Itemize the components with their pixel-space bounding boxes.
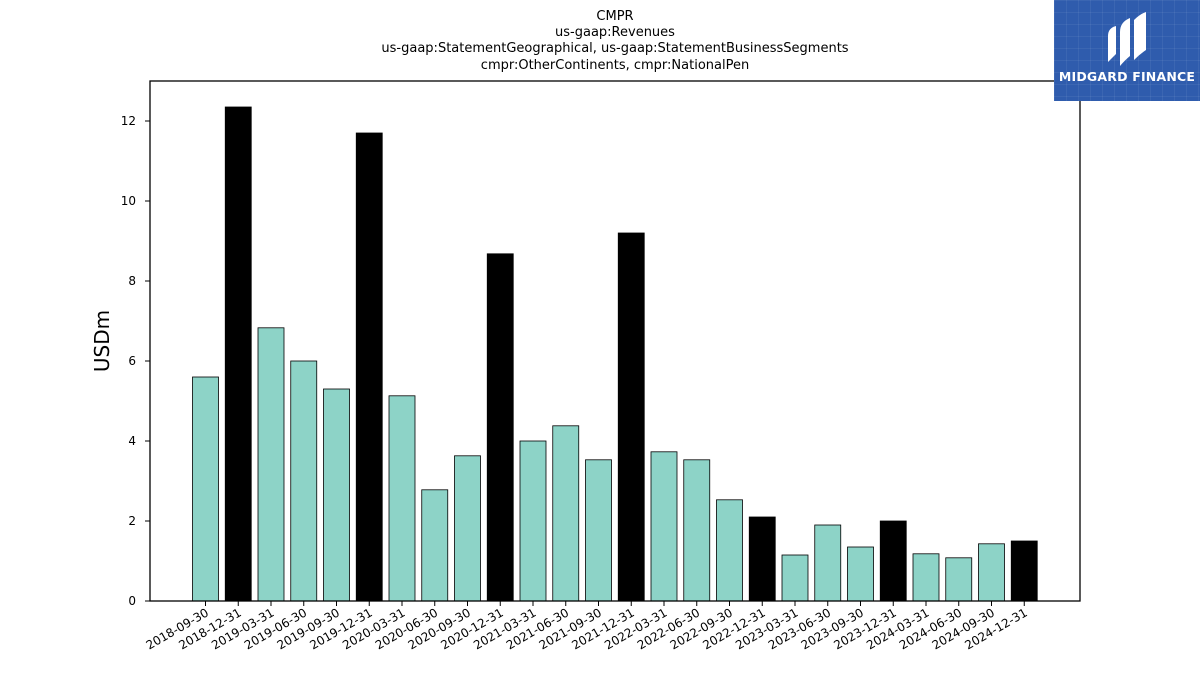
plot-frame (149, 80, 1081, 602)
bar-2024-03-31 (912, 553, 940, 602)
bar-2024-09-30 (978, 543, 1005, 602)
bar-2018-12-31 (224, 106, 252, 602)
chart-title-line-3: us-gaap:StatementGeographical, us-gaap:S… (381, 41, 848, 56)
midgard-finance-logo: MIDGARD FINANCE (1054, 0, 1200, 101)
y-tick-label: 2 (128, 514, 136, 528)
y-tick-label: 4 (128, 434, 136, 448)
bar-2024-06-30 (945, 557, 973, 602)
y-axis-label: USDm (90, 310, 114, 372)
bar-2019-06-30 (290, 360, 318, 602)
bar-2023-03-31 (781, 554, 809, 602)
x-axis: 2018-09-302018-12-312019-03-312019-06-30… (144, 601, 1030, 652)
bar-2023-09-30 (847, 546, 874, 602)
y-tick-label: 12 (121, 114, 136, 128)
bar-2021-09-30 (585, 459, 612, 602)
y-tick-label: 10 (121, 194, 136, 208)
logo-text: MIDGARD FINANCE (1058, 69, 1196, 84)
chart-title: CMPR us-gaap:Revenues us-gaap:StatementG… (381, 9, 848, 73)
bar-2020-09-30 (454, 455, 481, 602)
bar-2024-12-31 (1010, 540, 1038, 602)
chart-title-line-1: CMPR (596, 9, 633, 24)
bar-2022-03-31 (650, 451, 678, 602)
bars-group (192, 106, 1038, 602)
bar-2022-06-30 (683, 459, 711, 602)
bar-2020-06-30 (421, 489, 449, 602)
bar-2023-12-31 (879, 520, 907, 602)
chart-title-line-4: cmpr:OtherContinents, cmpr:NationalPen (481, 58, 749, 73)
bar-2021-12-31 (617, 232, 645, 602)
bar-2019-03-31 (257, 327, 285, 602)
bar-2020-12-31 (486, 253, 514, 602)
bar-2020-03-31 (388, 395, 416, 602)
y-axis: 0 2 4 6 8 10 12 (121, 114, 150, 608)
bar-2019-12-31 (355, 132, 383, 602)
bar-2022-09-30 (716, 499, 743, 602)
y-tick-label: 8 (128, 274, 136, 288)
y-tick-label: 0 (128, 594, 136, 608)
bar-2022-12-31 (748, 516, 776, 602)
bar-2018-09-30 (192, 376, 219, 602)
bar-2019-09-30 (323, 388, 350, 602)
midgard-logo-icon (1108, 12, 1146, 66)
bar-2021-06-30 (552, 425, 580, 602)
bar-2023-06-30 (814, 524, 842, 602)
y-tick-label: 6 (128, 354, 136, 368)
bar-2021-03-31 (519, 440, 547, 602)
chart-title-line-2: us-gaap:Revenues (555, 25, 675, 40)
